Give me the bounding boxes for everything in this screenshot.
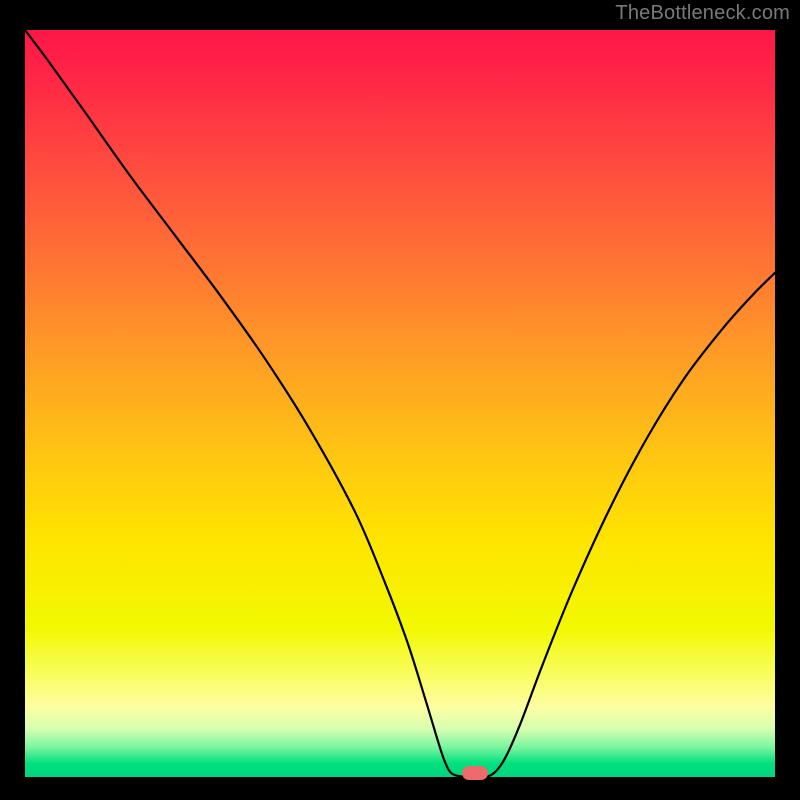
- bottleneck-marker: [462, 766, 488, 780]
- chart-frame: TheBottleneck.com: [0, 0, 800, 800]
- chart-svg: [0, 0, 800, 800]
